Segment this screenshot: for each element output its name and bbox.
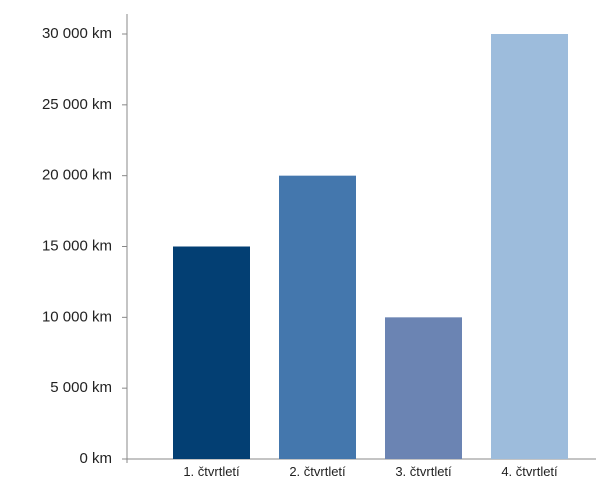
y-tick-label: 15 000 km xyxy=(42,237,112,254)
category-labels: 1. čtvrtletí 2. čtvrtletí 3. čtvrtletí 4. č… xyxy=(183,464,558,479)
y-tick-label: 0 km xyxy=(79,450,112,467)
y-tick-label: 10 000 km xyxy=(42,308,112,325)
category-label: 4. čtvrtletí xyxy=(501,464,558,479)
bars xyxy=(173,34,568,459)
bar xyxy=(173,246,250,459)
bar xyxy=(279,175,356,459)
y-tick-label: 25 000 km xyxy=(42,96,112,113)
bar xyxy=(491,34,568,459)
y-axis: 0 km 5 000 km 10 000 km 15 000 km 20 000 km 2… xyxy=(42,14,128,467)
y-tick-label: 30 000 km xyxy=(42,25,112,42)
bar xyxy=(385,317,462,459)
y-tick-label: 5 000 km xyxy=(50,379,112,396)
category-label: 2. čtvrtletí xyxy=(289,464,346,479)
category-label: 1. čtvrtletí xyxy=(183,464,240,479)
category-label: 3. čtvrtletí xyxy=(395,464,452,479)
y-tick-label: 20 000 km xyxy=(42,167,112,184)
